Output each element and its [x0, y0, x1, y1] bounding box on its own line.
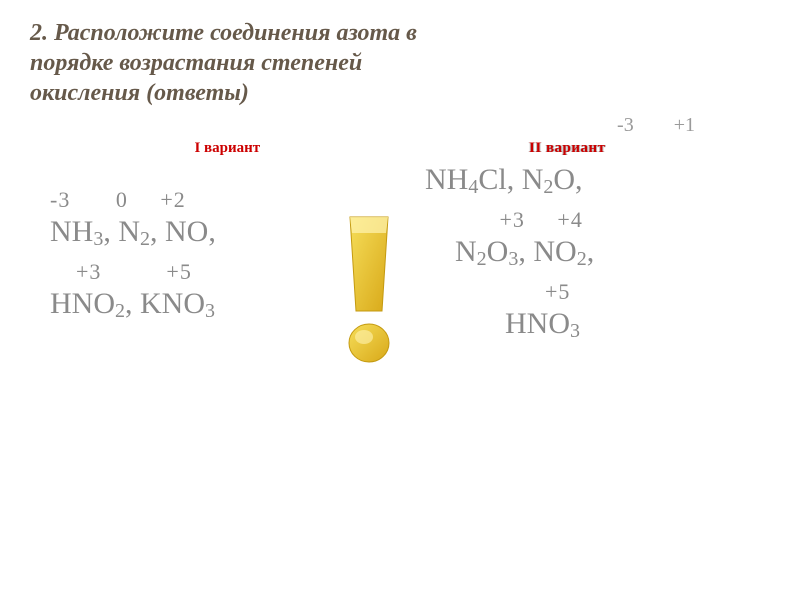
comma: ,: [150, 215, 165, 248]
title-line-3: окисления (ответы): [30, 78, 770, 108]
sub: 3: [205, 300, 215, 322]
formula-kno3: KNO: [140, 287, 205, 320]
right-formula-row-2: N2O3, NO2,: [425, 235, 770, 269]
left-ox-row-1: -3 0 +2: [50, 187, 395, 213]
comma: ,: [518, 235, 533, 268]
variant-1-label: I вариант: [194, 140, 260, 157]
sub: 2: [543, 176, 553, 198]
formula-hno3: HNO: [505, 307, 570, 340]
formula-o: O,: [553, 163, 582, 196]
title-line-1: 2. Расположите соединения азота в: [30, 18, 770, 48]
formula-n2o3-n: N: [455, 235, 477, 268]
sub: 2: [140, 228, 150, 250]
sub: 3: [508, 248, 518, 270]
comma: ,: [125, 287, 140, 320]
formula-hno2: HNO: [50, 287, 115, 320]
sub: 4: [468, 176, 478, 198]
formula-cl: Cl,: [478, 163, 521, 196]
exclamation-icon: [340, 211, 400, 371]
formula-n2: N: [522, 163, 544, 196]
right-formula-row-1: NH4Cl, N2O,: [425, 163, 770, 197]
right-ox-row-0: -3 +1: [617, 114, 695, 137]
sub: 2: [115, 300, 125, 322]
sub: 2: [577, 248, 587, 270]
column-right: NH4Cl, N2O, +3 +4 N2O3, NO2, +5 HNO3: [395, 165, 770, 351]
right-formula-row-3: HNO3: [425, 307, 770, 341]
sub: 3: [93, 228, 103, 250]
formula-nh4: NH: [425, 163, 468, 196]
formula-no2: NO: [533, 235, 576, 268]
variant-row: I вариант II вариант -3 +1: [0, 140, 800, 157]
comma: ,: [587, 235, 595, 268]
sub: 3: [570, 320, 580, 342]
formula-n2: N: [118, 215, 140, 248]
right-ox-row-2: +3 +4: [425, 207, 770, 233]
title-block: 2. Расположите соединения азота в порядк…: [0, 0, 800, 118]
title-line-2: порядке возрастания степеней: [30, 48, 770, 78]
formula-nh3: NH: [50, 215, 93, 248]
right-ox-row-3: +5: [425, 279, 770, 305]
variant-2-label: II вариант: [529, 140, 606, 157]
content-columns: -3 0 +2 NH3, N2, NO, +3 +5 HNO2, KNO3 NH…: [0, 165, 800, 351]
sub: 2: [477, 248, 487, 270]
formula-no: NO,: [165, 215, 216, 248]
formula-n2o3-o: O: [487, 235, 509, 268]
comma: ,: [103, 215, 118, 248]
